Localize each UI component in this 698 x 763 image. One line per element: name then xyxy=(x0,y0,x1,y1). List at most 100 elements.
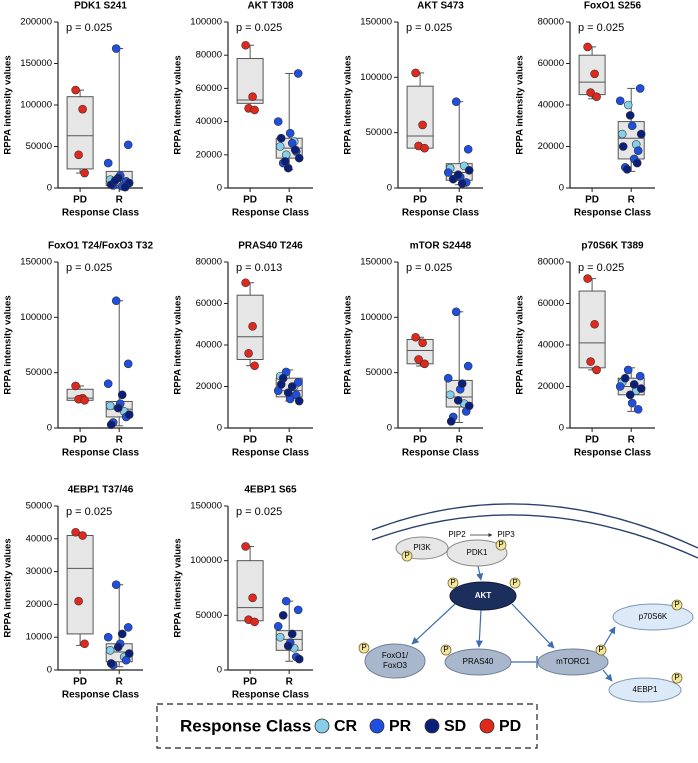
x-tick-label: PD xyxy=(243,435,257,446)
data-point xyxy=(273,621,283,631)
y-tick-label: 10000 xyxy=(26,632,52,643)
legend-label: SD xyxy=(444,718,466,735)
phospho-label: P xyxy=(674,600,679,609)
annotation: p = 0.025 xyxy=(66,22,112,34)
y-tick-label: 40000 xyxy=(538,100,564,111)
data-point xyxy=(592,92,601,101)
node-label: PRAS40 xyxy=(463,657,494,666)
phospho-label: P xyxy=(498,540,503,549)
data-point xyxy=(78,531,87,540)
data-point xyxy=(633,405,643,414)
data-point xyxy=(625,390,635,400)
y-axis-label: RPPA intensity values xyxy=(173,55,184,154)
phospho-circle xyxy=(595,644,607,656)
y-tick-label: 100000 xyxy=(20,312,52,323)
x-tick-label: R xyxy=(628,435,636,446)
data-point xyxy=(275,632,285,642)
box xyxy=(66,535,94,635)
data-point xyxy=(443,373,453,383)
y-tick-label: 20000 xyxy=(538,141,564,152)
data-point xyxy=(618,142,628,151)
node xyxy=(364,643,426,679)
y-tick-label: 100000 xyxy=(190,17,222,28)
phospho-circle xyxy=(401,550,413,562)
arrow xyxy=(602,669,613,682)
y-tick-label: 150000 xyxy=(20,257,52,268)
y-tick-label: 0 xyxy=(47,183,52,194)
y-tick-label: 0 xyxy=(217,183,222,194)
y-tick-label: 40000 xyxy=(538,340,564,351)
data-point xyxy=(123,359,133,369)
node xyxy=(612,603,694,631)
data-point xyxy=(120,182,130,192)
data-point xyxy=(103,379,113,389)
x-tick-label: PD xyxy=(243,195,257,206)
x-tick-label: PD xyxy=(243,677,257,688)
x-tick-label: PD xyxy=(73,677,87,688)
data-point xyxy=(463,144,473,154)
data-point xyxy=(250,105,259,115)
data-point xyxy=(111,296,121,306)
x-tick-label: R xyxy=(116,677,124,688)
y-tick-label: 60000 xyxy=(538,58,564,69)
data-point xyxy=(625,111,635,120)
y-tick-label: 200000 xyxy=(20,17,52,28)
y-axis-label: RPPA intensity values xyxy=(515,55,526,154)
data-point xyxy=(420,359,429,369)
data-point xyxy=(124,410,134,420)
phospho-label: P xyxy=(450,578,455,587)
node xyxy=(449,581,517,611)
annotation: p = 0.025 xyxy=(66,506,112,518)
box xyxy=(236,560,264,622)
phospho-circle xyxy=(447,577,459,589)
y-tick-label: 40000 xyxy=(26,533,52,544)
data-point xyxy=(74,150,83,160)
chart-title: FoxO1 T24/FoxO3 T32 xyxy=(48,241,153,252)
y-tick-label: 150000 xyxy=(190,501,222,512)
y-axis-label: RPPA intensity values xyxy=(343,55,354,154)
x-axis-label: Response Class xyxy=(402,448,480,459)
x-axis-label: Response Class xyxy=(402,208,480,219)
data-point xyxy=(464,401,474,411)
y-tick-label: 150000 xyxy=(20,58,52,69)
y-tick-label: 50000 xyxy=(26,501,52,512)
chart-title: AKT S473 xyxy=(417,1,464,12)
data-point xyxy=(80,639,89,649)
y-tick-label: 150000 xyxy=(360,257,392,268)
y-axis-label: RPPA intensity values xyxy=(173,538,184,637)
y-tick-label: 60000 xyxy=(196,298,222,309)
x-axis-label: Response Class xyxy=(232,448,310,459)
chart-title: mTOR S2448 xyxy=(410,241,472,252)
x-tick-label: R xyxy=(116,195,124,206)
data-point xyxy=(623,100,633,110)
data-point xyxy=(106,420,116,429)
data-point xyxy=(411,68,420,78)
x-tick-label: R xyxy=(116,435,124,446)
membrane-outer xyxy=(371,503,698,549)
node-label: FoxO1/ xyxy=(382,651,409,660)
phospho-circle xyxy=(671,672,683,684)
data-point xyxy=(241,278,250,288)
data-point xyxy=(275,142,285,151)
x-tick-label: PD xyxy=(585,195,599,206)
x-tick-label: R xyxy=(286,195,294,206)
chart-title: PRAS40 T246 xyxy=(238,241,303,252)
data-point xyxy=(113,403,123,413)
phospho-sites: P P P P P P P P P xyxy=(358,539,683,684)
annotation: p = 0.025 xyxy=(66,262,112,274)
node-label: PDK1 xyxy=(467,548,488,557)
chart-title: AKT T308 xyxy=(247,1,294,12)
data-point xyxy=(622,165,632,174)
y-tick-label: 0 xyxy=(217,423,222,434)
data-point xyxy=(290,145,300,155)
data-point xyxy=(105,646,115,655)
annotation: p = 0.025 xyxy=(578,262,624,274)
x-tick-label: R xyxy=(456,435,464,446)
chart-title: FoxO1 S256 xyxy=(584,1,642,12)
data-point xyxy=(71,527,80,537)
annotation: p = 0.025 xyxy=(406,262,452,274)
data-point xyxy=(106,659,116,668)
y-tick-label: 0 xyxy=(559,423,564,434)
node xyxy=(444,648,512,676)
y-tick-label: 100000 xyxy=(190,555,222,566)
